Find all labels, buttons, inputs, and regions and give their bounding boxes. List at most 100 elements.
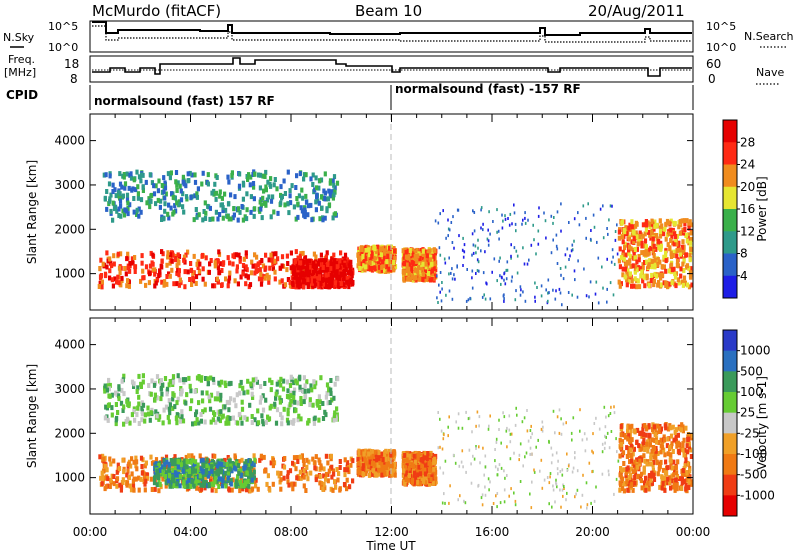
echo-cell	[286, 380, 289, 385]
echo-cell	[226, 400, 229, 405]
echo-cell	[168, 407, 171, 412]
echo-cell	[179, 483, 182, 488]
echo-cell	[668, 220, 671, 225]
echo-cell	[471, 254, 473, 257]
echo-cell	[315, 185, 318, 190]
echo-cell	[535, 252, 537, 255]
echo-cell	[351, 458, 354, 463]
echo-cell	[304, 383, 307, 388]
echo-cell	[276, 256, 279, 261]
beam-title: Beam 10	[355, 2, 422, 20]
echo-cell	[295, 274, 298, 279]
echo-cell	[290, 251, 293, 256]
echo-cell	[185, 194, 188, 199]
echo-cell	[185, 392, 188, 397]
echo-cell	[229, 467, 232, 472]
echo-cell	[464, 250, 466, 253]
echo-cell	[131, 380, 134, 385]
echo-cell	[507, 269, 509, 272]
echo-cell	[638, 284, 641, 289]
echo-cell	[318, 405, 321, 410]
echo-cell	[426, 253, 429, 258]
echo-cell	[104, 197, 107, 202]
echo-cell	[291, 461, 294, 466]
echo-cell	[521, 223, 523, 226]
echo-cell	[602, 204, 604, 207]
echo-cell	[259, 267, 262, 272]
echo-cell	[305, 458, 308, 463]
echo-cell	[323, 196, 326, 201]
echo-cell	[456, 266, 458, 269]
echo-cell	[180, 409, 183, 414]
echo-cell	[677, 224, 680, 229]
echo-cell	[257, 487, 260, 492]
echo-cell	[122, 404, 125, 409]
echo-cell	[538, 206, 540, 209]
echo-cell	[324, 171, 327, 176]
echo-cell	[634, 255, 637, 260]
echo-cell	[440, 271, 442, 274]
echo-cell	[137, 191, 140, 196]
echo-cell	[232, 206, 235, 211]
echo-cell	[255, 269, 258, 274]
echo-cell	[211, 217, 214, 222]
echo-cell	[630, 284, 633, 289]
echo-cell	[141, 269, 144, 274]
echo-cell	[510, 243, 512, 246]
echo-cell	[210, 464, 213, 469]
echo-cell	[293, 400, 296, 405]
echo-cell	[560, 267, 562, 270]
echo-cell	[216, 175, 219, 180]
echo-cell	[503, 279, 505, 282]
echo-cell	[210, 191, 213, 196]
echo-cell	[169, 484, 172, 489]
echo-cell	[330, 279, 333, 284]
echo-cell	[408, 473, 411, 478]
echo-cell	[438, 284, 440, 287]
echo-cell	[105, 250, 108, 255]
echo-cell	[684, 253, 687, 258]
echo-cell	[157, 188, 160, 193]
echo-cell	[153, 272, 156, 277]
echo-cell	[611, 205, 613, 208]
echo-cell	[534, 282, 536, 285]
power-echo-layer	[98, 169, 694, 306]
echo-cell	[287, 411, 290, 416]
echo-cell	[163, 408, 166, 413]
echo-cell	[143, 419, 146, 424]
echo-cell	[260, 282, 263, 287]
echo-cell	[112, 459, 115, 464]
echo-cell	[336, 264, 339, 269]
echo-cell	[160, 387, 163, 392]
echo-cell	[118, 171, 121, 176]
echo-cell	[209, 407, 212, 412]
echo-cell	[499, 274, 501, 277]
echo-cell	[329, 400, 332, 405]
echo-cell	[626, 282, 629, 287]
echo-cell	[555, 298, 557, 301]
echo-cell	[650, 273, 653, 278]
echo-cell	[283, 476, 286, 481]
echo-cell	[231, 170, 234, 175]
echo-cell	[405, 477, 408, 482]
echo-cell	[410, 266, 413, 271]
echo-cell	[231, 253, 234, 258]
echo-cell	[239, 259, 242, 264]
echo-cell	[646, 252, 649, 257]
echo-cell	[618, 280, 621, 285]
echo-cell	[128, 186, 131, 191]
echo-cell	[244, 281, 247, 286]
echo-cell	[606, 301, 608, 304]
echo-cell	[253, 206, 256, 211]
echo-cell	[166, 387, 169, 392]
echo-cell	[304, 389, 307, 394]
echo-cell	[511, 276, 513, 279]
echo-cell	[303, 375, 306, 380]
echo-cell	[664, 269, 667, 274]
echo-cell	[332, 183, 335, 188]
echo-cell	[220, 462, 223, 467]
echo-cell	[348, 484, 351, 489]
echo-cell	[679, 231, 682, 236]
echo-cell	[183, 181, 186, 186]
echo-cell	[403, 261, 406, 266]
